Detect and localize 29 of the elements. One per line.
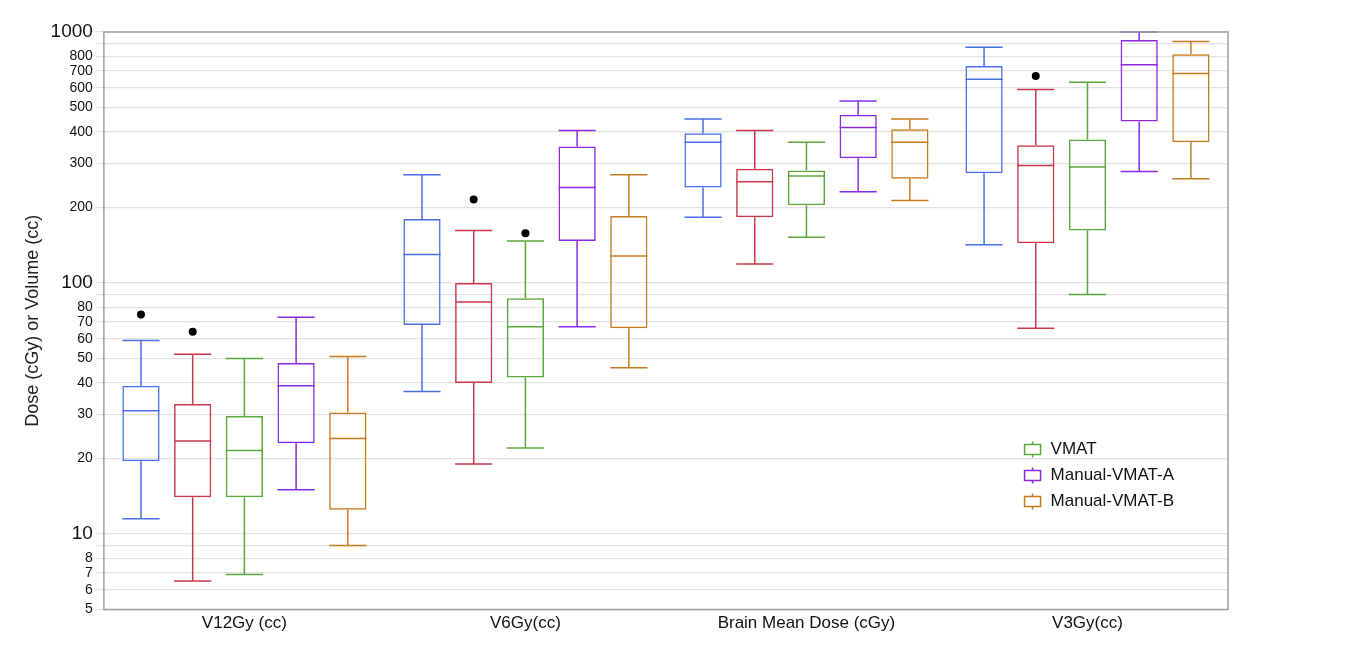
y-tick-label: 5 bbox=[85, 600, 94, 617]
y-axis-title: Dose (cGy) or Volume (cc) bbox=[21, 214, 42, 427]
y-tick-label: 60 bbox=[77, 329, 94, 346]
x-tick-label: V12Gy (cc) bbox=[201, 613, 287, 633]
x-tick-label: V6Gy(cc) bbox=[490, 613, 561, 633]
y-tick-label: 600 bbox=[69, 78, 94, 95]
y-tick-label: 400 bbox=[69, 122, 94, 139]
y-tick-label: 80 bbox=[77, 298, 94, 315]
y-tick-label: 700 bbox=[69, 61, 94, 78]
y-tick-label: 40 bbox=[77, 373, 94, 390]
x-tick-label: Brain Mean Dose (cGy) bbox=[717, 613, 896, 633]
x-tick-label: V3Gy(cc) bbox=[1052, 613, 1123, 633]
y-tick-label: 7 bbox=[85, 563, 94, 580]
y-tick-label: 500 bbox=[69, 98, 94, 115]
y-tick-label: 50 bbox=[77, 349, 94, 366]
y-tick-label: 200 bbox=[69, 198, 94, 215]
y-tick-label: 800 bbox=[69, 47, 94, 64]
legend-label: Manual-VMAT-A bbox=[1050, 465, 1175, 485]
y-tick-label: 300 bbox=[69, 154, 94, 171]
legend-label: Manual-VMAT-B bbox=[1050, 491, 1175, 511]
y-tick-label: 100 bbox=[61, 271, 93, 293]
y-tick-label: 70 bbox=[77, 312, 94, 329]
y-tick-label: 1000 bbox=[50, 20, 93, 42]
y-tick-label: 8 bbox=[85, 549, 94, 566]
y-tick-label: 20 bbox=[77, 449, 94, 466]
y-tick-label: 6 bbox=[85, 580, 94, 597]
y-tick-label: 10 bbox=[71, 522, 93, 544]
legend-label: VMAT bbox=[1050, 439, 1097, 459]
y-tick-label: 30 bbox=[77, 405, 94, 422]
